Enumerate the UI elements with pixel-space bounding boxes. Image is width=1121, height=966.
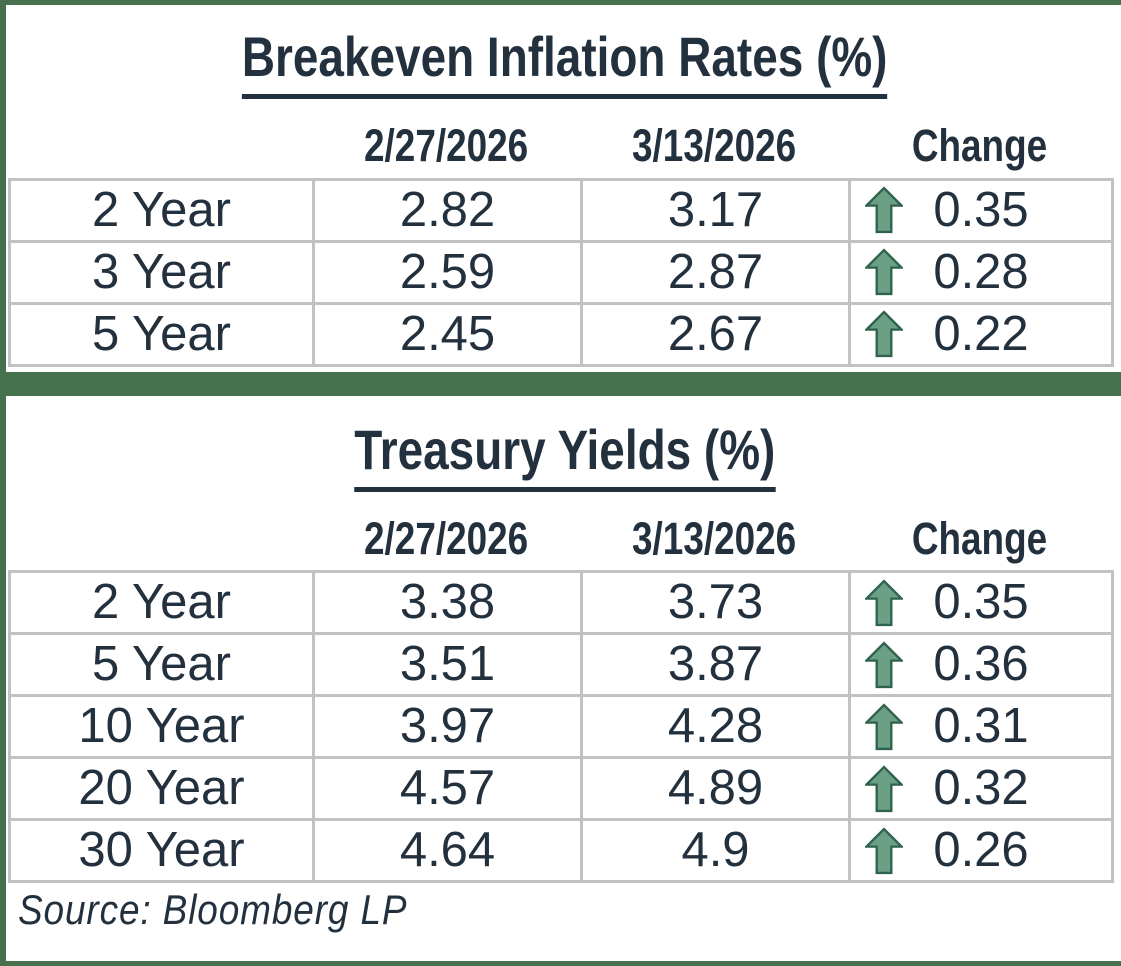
section-divider [6,371,1121,396]
treasury-table: 2 Year 3.38 3.73 0.35 5 Year 3.51 3.87 [8,570,1114,883]
row-label: 5 Year [8,632,315,697]
change-cell: 0.26 [848,818,1114,883]
value-cell: 3.87 [580,632,851,697]
section-title-text: Treasury Yields (%) [353,421,776,492]
value-cell: 2.59 [312,239,583,305]
table-row: 10 Year 3.97 4.28 0.31 [8,694,1114,759]
value-cell: 2.82 [312,177,583,243]
header-date-1: 2/27/2026 [363,120,529,171]
treasury-yields-section: Treasury Yields (%) 2/27/2026 3/13/2026 … [8,421,1121,883]
up-arrow-icon [865,826,903,875]
header-spacer [8,514,312,564]
value-cell: 2.87 [580,239,851,305]
value-cell: 4.9 [580,818,851,883]
table-row: 2 Year 2.82 3.17 0.35 [8,177,1114,243]
value-cell: 4.28 [580,694,851,759]
table-row: 2 Year 3.38 3.73 0.35 [8,570,1114,635]
change-value: 0.22 [933,306,1029,361]
row-label: 3 Year [8,239,315,305]
up-arrow-icon [865,248,903,296]
up-arrow-icon [865,310,903,358]
up-arrow-icon [865,186,903,234]
row-label: 5 Year [8,301,315,367]
up-arrow-icon [865,640,903,689]
source-footer: Source: Bloomberg LP [8,883,1111,937]
up-arrow-icon [865,702,903,751]
table-row: 5 Year 2.45 2.67 0.22 [8,301,1114,367]
section-title-treasury: Treasury Yields (%) [8,421,1121,492]
value-cell: 3.73 [580,570,851,635]
row-label: 20 Year [8,756,315,821]
change-value: 0.26 [933,823,1029,877]
value-cell: 2.45 [312,301,583,367]
change-cell: 0.36 [848,632,1114,697]
header-date-1: 2/27/2026 [363,512,529,564]
change-cell: 0.22 [848,301,1114,367]
change-cell: 0.31 [848,694,1114,759]
header-date-2: 3/13/2026 [631,120,797,171]
change-cell: 0.35 [848,570,1114,635]
change-value: 0.35 [933,182,1029,237]
change-cell: 0.32 [848,756,1114,821]
change-value: 0.32 [933,761,1029,815]
up-arrow-icon [865,578,903,627]
value-cell: 4.89 [580,756,851,821]
up-arrow-icon [865,764,903,813]
table-row: 5 Year 3.51 3.87 0.36 [8,632,1114,697]
value-cell: 3.51 [312,632,583,697]
row-label: 2 Year [8,570,315,635]
section-title-breakeven: Breakeven Inflation Rates (%) [8,29,1121,99]
breakeven-inflation-section: Breakeven Inflation Rates (%) 2/27/2026 … [8,29,1121,367]
header-spacer [8,121,312,171]
row-label: 30 Year [8,818,315,883]
table-row: 3 Year 2.59 2.87 0.28 [8,239,1114,305]
value-cell: 4.64 [312,818,583,883]
breakeven-header-row: 2/27/2026 3/13/2026 Change [8,121,1111,171]
table-row: 30 Year 4.64 4.9 0.26 [8,818,1114,883]
header-change: Change [911,512,1048,564]
change-value: 0.36 [933,637,1029,691]
change-value: 0.35 [933,575,1029,629]
section-title-text: Breakeven Inflation Rates (%) [241,29,888,99]
header-date-2: 3/13/2026 [631,512,797,564]
change-value: 0.31 [933,699,1029,753]
value-cell: 3.97 [312,694,583,759]
row-label: 10 Year [8,694,315,759]
treasury-header-row: 2/27/2026 3/13/2026 Change [8,512,1111,564]
value-cell: 4.57 [312,756,583,821]
header-change: Change [911,120,1048,171]
breakeven-table: 2 Year 2.82 3.17 0.35 3 Year 2.59 2.87 [8,177,1114,367]
value-cell: 3.17 [580,177,851,243]
value-cell: 2.67 [580,301,851,367]
change-value: 0.28 [933,244,1029,299]
change-cell: 0.35 [848,177,1114,243]
row-label: 2 Year [8,177,315,243]
table-row: 20 Year 4.57 4.89 0.32 [8,756,1114,821]
source-text: Source: Bloomberg LP [18,886,408,933]
change-cell: 0.28 [848,239,1114,305]
value-cell: 3.38 [312,570,583,635]
